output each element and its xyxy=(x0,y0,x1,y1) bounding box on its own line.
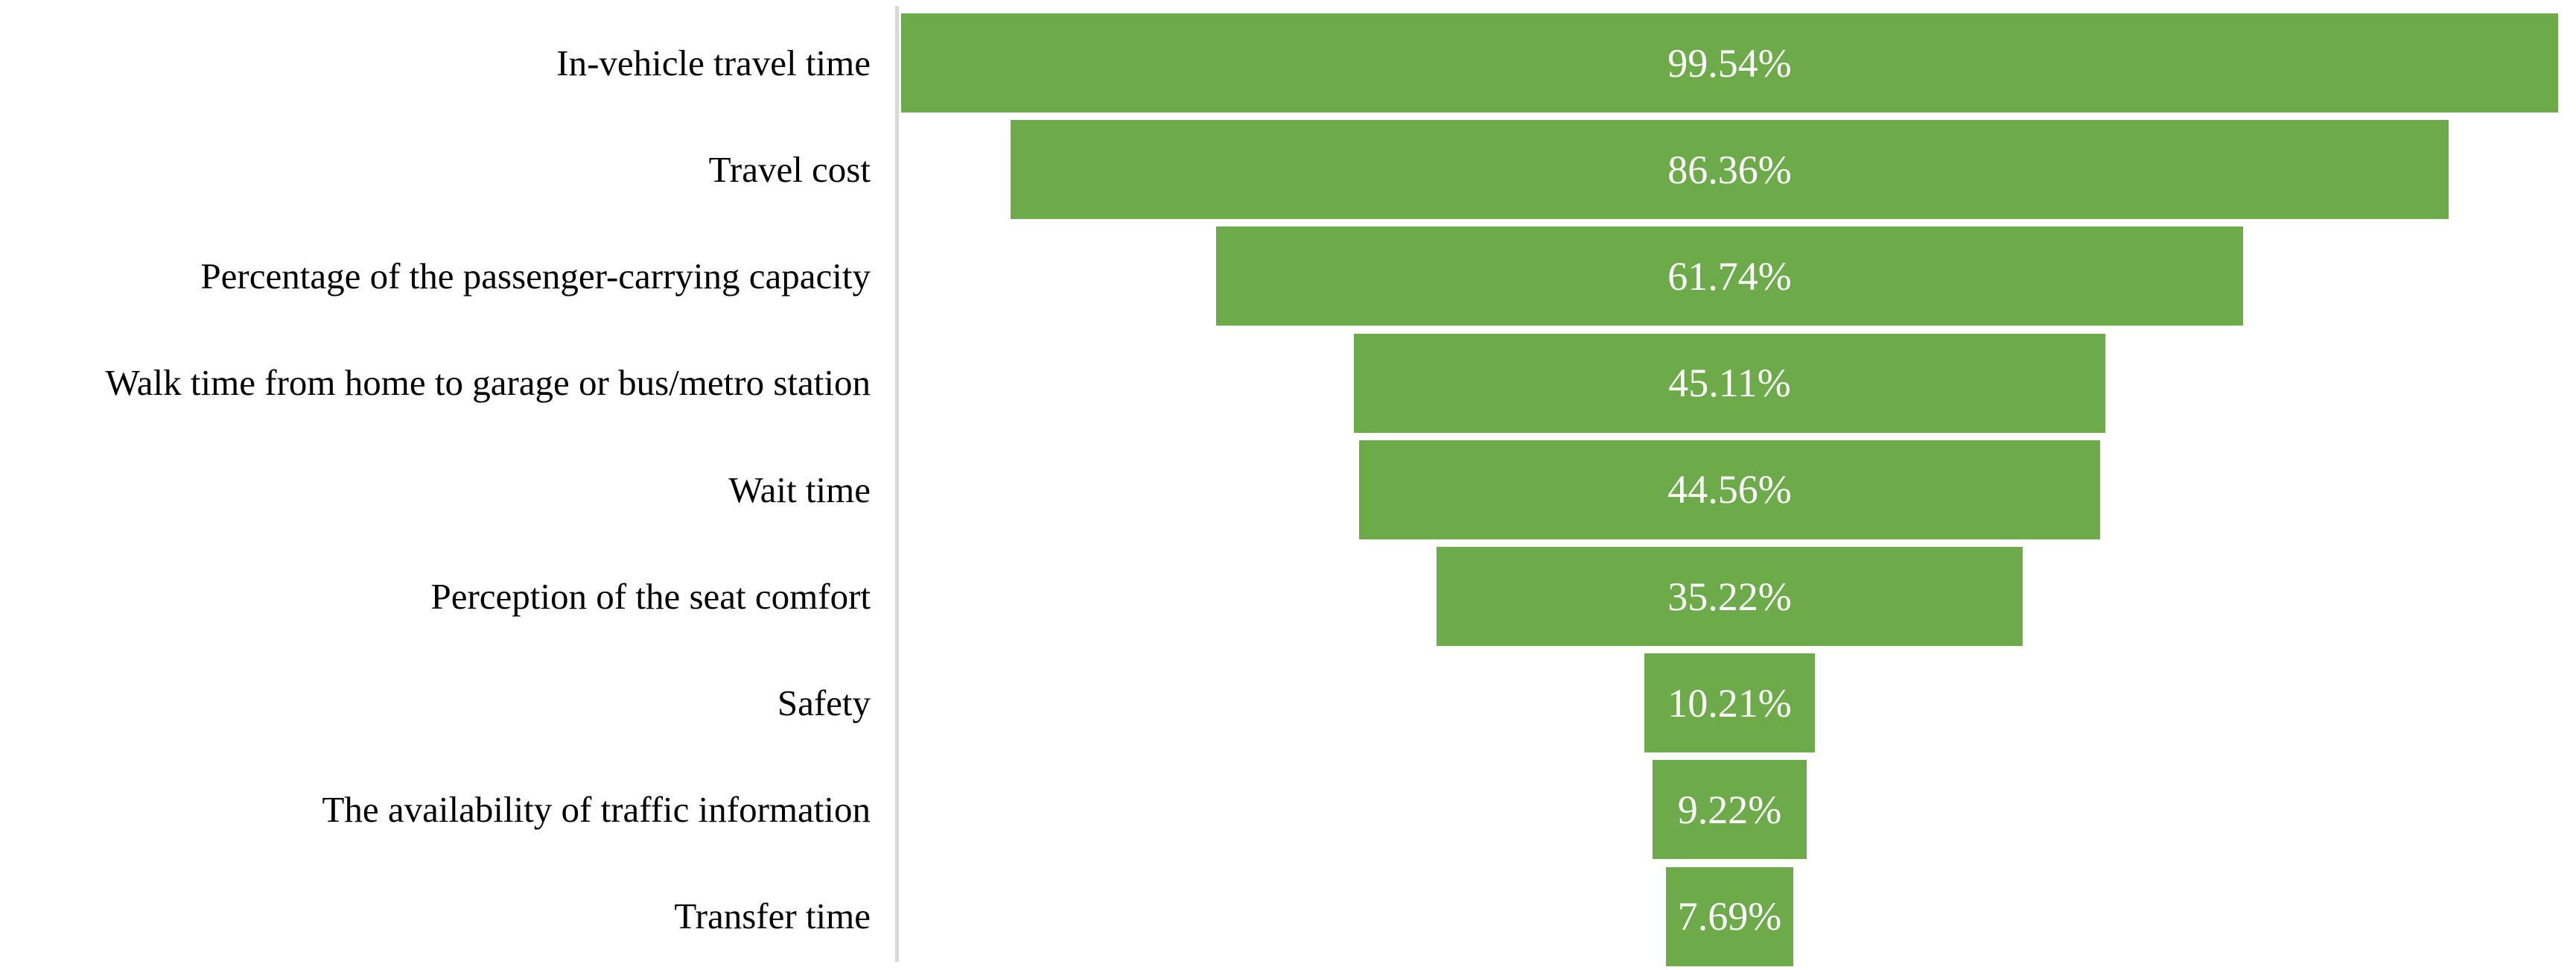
bar-value-label: 9.22% xyxy=(1677,787,1782,832)
bar-track: 45.11% xyxy=(897,333,2562,433)
funnel-bar: 99.54% xyxy=(901,13,2558,113)
bar-track: 35.22% xyxy=(897,547,2562,647)
chart-row: Perception of the seat comfort 35.22% xyxy=(0,543,2576,650)
category-label: Safety xyxy=(777,682,871,723)
category-label: Percentage of the passenger-carrying cap… xyxy=(200,256,871,297)
bar-value-label: 10.21% xyxy=(1667,680,1792,726)
bar-value-label: 45.11% xyxy=(1668,361,1791,406)
category-label: Wait time xyxy=(728,469,871,510)
bar-value-label: 86.36% xyxy=(1667,147,1792,192)
bar-track: 7.69% xyxy=(897,866,2562,966)
bar-value-label: 35.22% xyxy=(1667,574,1792,619)
chart-row: Wait time 44.56% xyxy=(0,437,2576,543)
chart-row: The availability of traffic information … xyxy=(0,756,2576,863)
bar-value-label: 61.74% xyxy=(1667,253,1792,299)
funnel-bar: 9.22% xyxy=(1653,760,1807,860)
category-label: The availability of traffic information xyxy=(322,789,871,831)
bar-track: 61.74% xyxy=(897,226,2562,326)
bar-track: 86.36% xyxy=(897,120,2562,220)
funnel-bar: 35.22% xyxy=(1436,547,2023,647)
bar-track: 9.22% xyxy=(897,760,2562,860)
bar-track: 10.21% xyxy=(897,653,2562,753)
funnel-bar: 44.56% xyxy=(1358,440,2101,539)
bar-track: 99.54% xyxy=(897,13,2562,113)
chart-row: Percentage of the passenger-carrying cap… xyxy=(0,223,2576,329)
category-label: Perception of the seat comfort xyxy=(430,575,871,617)
bar-track: 44.56% xyxy=(897,440,2562,539)
y-axis-line xyxy=(895,6,899,962)
category-label: Transfer time xyxy=(674,895,871,937)
category-label: Walk time from home to garage or bus/met… xyxy=(105,362,871,404)
funnel-bar: 61.74% xyxy=(1215,226,2244,326)
funnel-bar: 7.69% xyxy=(1665,866,1794,966)
bar-value-label: 7.69% xyxy=(1677,894,1782,939)
funnel-bar: 45.11% xyxy=(1354,333,2105,433)
chart-row: Travel cost 86.36% xyxy=(0,116,2576,223)
chart-row: Transfer time 7.69% xyxy=(0,863,2576,970)
funnel-bar: 10.21% xyxy=(1644,653,1815,753)
category-label: In-vehicle travel time xyxy=(556,42,871,83)
funnel-bar: 86.36% xyxy=(1011,120,2449,220)
category-label: Travel cost xyxy=(708,149,871,191)
chart-row: Safety 10.21% xyxy=(0,650,2576,756)
bar-value-label: 44.56% xyxy=(1667,467,1792,513)
bar-value-label: 99.54% xyxy=(1667,40,1792,86)
chart-row: Walk time from home to garage or bus/met… xyxy=(0,330,2576,437)
chart-rows: In-vehicle travel time 99.54% Travel cos… xyxy=(0,10,2576,970)
chart-row: In-vehicle travel time 99.54% xyxy=(0,10,2576,116)
